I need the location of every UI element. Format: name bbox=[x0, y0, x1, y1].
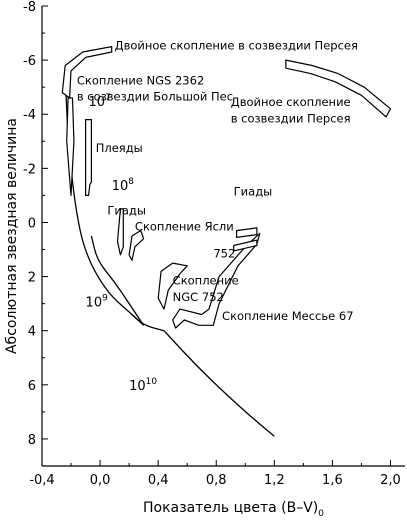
x-tick-label: 0,8 bbox=[206, 473, 227, 488]
isochrone-curve-7 bbox=[64, 76, 145, 326]
annotation-label-6: Гиады bbox=[107, 203, 146, 217]
annotation-label-5: Плеяды bbox=[96, 141, 143, 155]
cluster-shape-9 bbox=[285, 59, 392, 118]
age-label-9: 109 bbox=[86, 293, 109, 310]
y-tick-label: 0 bbox=[28, 216, 36, 231]
y-axis-title: Абсолютная звездная величина bbox=[4, 118, 20, 354]
cluster-shape-4 bbox=[128, 230, 145, 261]
cluster-shape-1 bbox=[66, 97, 75, 196]
y-tick-label: -6 bbox=[23, 54, 36, 69]
x-tick-label: -0,4 bbox=[29, 473, 54, 488]
cluster-shape-2 bbox=[84, 118, 93, 196]
x-axis-title: Показатель цвета (B–V)0 bbox=[143, 500, 324, 519]
cluster-shape-0 bbox=[61, 45, 113, 99]
y-tick-label: -4 bbox=[23, 108, 36, 123]
y-tick-label: -8 bbox=[23, 0, 36, 15]
annotation-label-9: 752 bbox=[213, 247, 235, 261]
y-tick-label: 6 bbox=[28, 379, 36, 394]
annotation-label-0: Двойное скопление в созвездии Персея bbox=[115, 38, 358, 52]
cluster-shapes bbox=[61, 45, 392, 329]
cluster-shape-8 bbox=[233, 239, 258, 252]
annotation-label-4: в созвездии Персея bbox=[231, 111, 351, 125]
x-tick-label: 0,4 bbox=[148, 473, 169, 488]
annotation-label-3: Двойное скопление bbox=[231, 95, 351, 109]
annotation-label-8: Гиады bbox=[234, 184, 273, 198]
age-label-7: 107 bbox=[88, 93, 110, 110]
age-label-8: 108 bbox=[112, 177, 135, 194]
cluster-shape-5 bbox=[157, 262, 188, 310]
ticks: -0,4 0,0 0,4 0,8 1,2 1,6 2,0 -8 -6 -4 -2 0 2 4 6 8 bbox=[23, 0, 401, 488]
x-tick-label: 2,0 bbox=[380, 473, 401, 488]
annotation-label-7: Скопление Ясли bbox=[135, 220, 234, 234]
isochrone-curve-8 bbox=[90, 235, 145, 326]
age-label-10: 1010 bbox=[129, 377, 157, 394]
x-tick-label: 0,0 bbox=[90, 473, 111, 488]
isochrone-curve-9 bbox=[131, 314, 165, 332]
y-tick-label: 2 bbox=[28, 271, 36, 286]
annotation-label-1: Скопление NGS 2362 bbox=[77, 73, 204, 87]
annotation-label-10: Скопление bbox=[173, 274, 239, 288]
annotation-label-11: NGC 752 bbox=[173, 290, 224, 304]
annotation-labels: 107 108 109 1010 Двойное скопление в созвезд… bbox=[77, 38, 358, 394]
y-tick-label: 4 bbox=[28, 325, 36, 340]
annotation-label-12: Скопление Мессье 67 bbox=[222, 309, 353, 323]
y-tick-label: 8 bbox=[28, 433, 36, 448]
x-tick-label: 1,6 bbox=[322, 473, 343, 488]
axes bbox=[41, 6, 405, 467]
cluster-shape-7 bbox=[236, 227, 258, 238]
cluster-shape-3 bbox=[116, 208, 124, 256]
isochrone-curve-10 bbox=[163, 330, 275, 437]
y-tick-label: -2 bbox=[23, 162, 36, 177]
x-tick-label: 1,2 bbox=[264, 473, 285, 488]
annotation-label-2: в созвездии Большой Пес bbox=[77, 90, 233, 104]
